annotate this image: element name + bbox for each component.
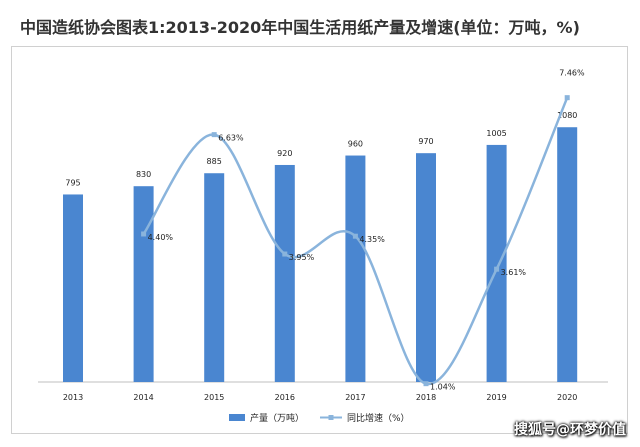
bar-label-2015: 885 bbox=[207, 157, 222, 166]
x-tick-label-2014: 2014 bbox=[133, 393, 153, 402]
bar-label-2016: 920 bbox=[277, 149, 292, 158]
growth-label-2016: 3.95% bbox=[289, 253, 315, 262]
x-tick-label-2015: 2015 bbox=[204, 393, 224, 402]
chart-title: 中国造纸协会图表1:2013-2020年中国生活用纸产量及增速(单位：万吨，%) bbox=[20, 18, 580, 37]
bar-label-2018: 970 bbox=[418, 137, 433, 146]
bar-2019 bbox=[486, 144, 507, 382]
growth-marker-2020 bbox=[564, 95, 570, 101]
bar-2016 bbox=[274, 164, 295, 382]
x-tick-label-2018: 2018 bbox=[416, 393, 436, 402]
x-tick-label-2019: 2019 bbox=[486, 393, 506, 402]
growth-marker-2018 bbox=[423, 381, 429, 387]
bar-label-2014: 830 bbox=[136, 170, 151, 179]
growth-label-2014: 4.40% bbox=[148, 233, 174, 242]
bar-2015 bbox=[204, 173, 225, 382]
growth-marker-2016 bbox=[282, 251, 288, 257]
bar-2013 bbox=[63, 194, 83, 382]
growth-label-2019: 3.61% bbox=[501, 268, 527, 277]
bar-label-2019: 1005 bbox=[486, 129, 506, 138]
x-tick-label-2013: 2013 bbox=[63, 393, 83, 402]
chart-frame bbox=[11, 46, 628, 434]
growth-marker-2015 bbox=[211, 132, 217, 138]
bar-2014 bbox=[133, 186, 154, 382]
bar-2020 bbox=[557, 127, 578, 382]
growth-marker-2017 bbox=[352, 233, 358, 239]
growth-marker-2019 bbox=[494, 266, 500, 272]
legend-label-output: 产量（万吨） bbox=[250, 412, 304, 424]
growth-label-2020: 7.46% bbox=[559, 69, 585, 78]
legend-marker-growth bbox=[328, 415, 334, 420]
legend-label-growth: 同比增速（%） bbox=[347, 412, 410, 424]
watermark: 搜狐号@环梦价值 bbox=[514, 422, 626, 438]
growth-label-2015: 6.63% bbox=[218, 134, 244, 143]
x-tick-label-2017: 2017 bbox=[345, 393, 365, 402]
x-tick-label-2016: 2016 bbox=[275, 393, 295, 402]
bar-2018 bbox=[416, 153, 436, 382]
growth-label-2018: 1.04% bbox=[430, 383, 456, 392]
bar-label-2017: 960 bbox=[348, 140, 363, 149]
growth-marker-2014 bbox=[141, 231, 147, 237]
bar-2017 bbox=[345, 155, 366, 382]
bar-label-2020: 1080 bbox=[557, 111, 577, 120]
x-tick-label-2020: 2020 bbox=[557, 393, 577, 402]
growth-label-2017: 4.35% bbox=[359, 235, 385, 244]
legend-swatch-output bbox=[229, 414, 245, 421]
bar-label-2013: 795 bbox=[65, 178, 80, 187]
